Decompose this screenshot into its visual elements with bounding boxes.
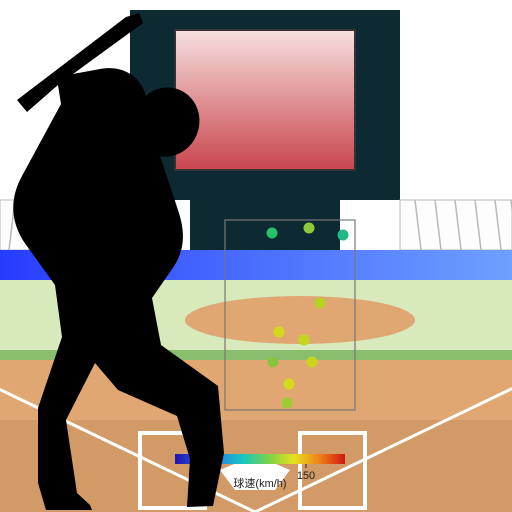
pitch-marker <box>304 223 315 234</box>
pitch-marker <box>274 327 285 338</box>
pitch-marker <box>338 230 349 241</box>
pitch-marker <box>315 298 326 309</box>
pitch-marker <box>267 228 278 239</box>
pitch-marker <box>284 379 295 390</box>
stands-right <box>400 200 512 250</box>
pitch-marker <box>299 335 310 346</box>
scoreboard-screen <box>175 30 355 170</box>
legend-title: 球速(km/h) <box>233 476 286 490</box>
pitch-marker <box>307 357 318 368</box>
legend-tick-label: 150 <box>297 470 315 482</box>
pitch-marker <box>268 357 279 368</box>
pitch-marker <box>282 398 293 409</box>
pitch-location-chart: 100150球速(km/h) <box>0 0 512 512</box>
